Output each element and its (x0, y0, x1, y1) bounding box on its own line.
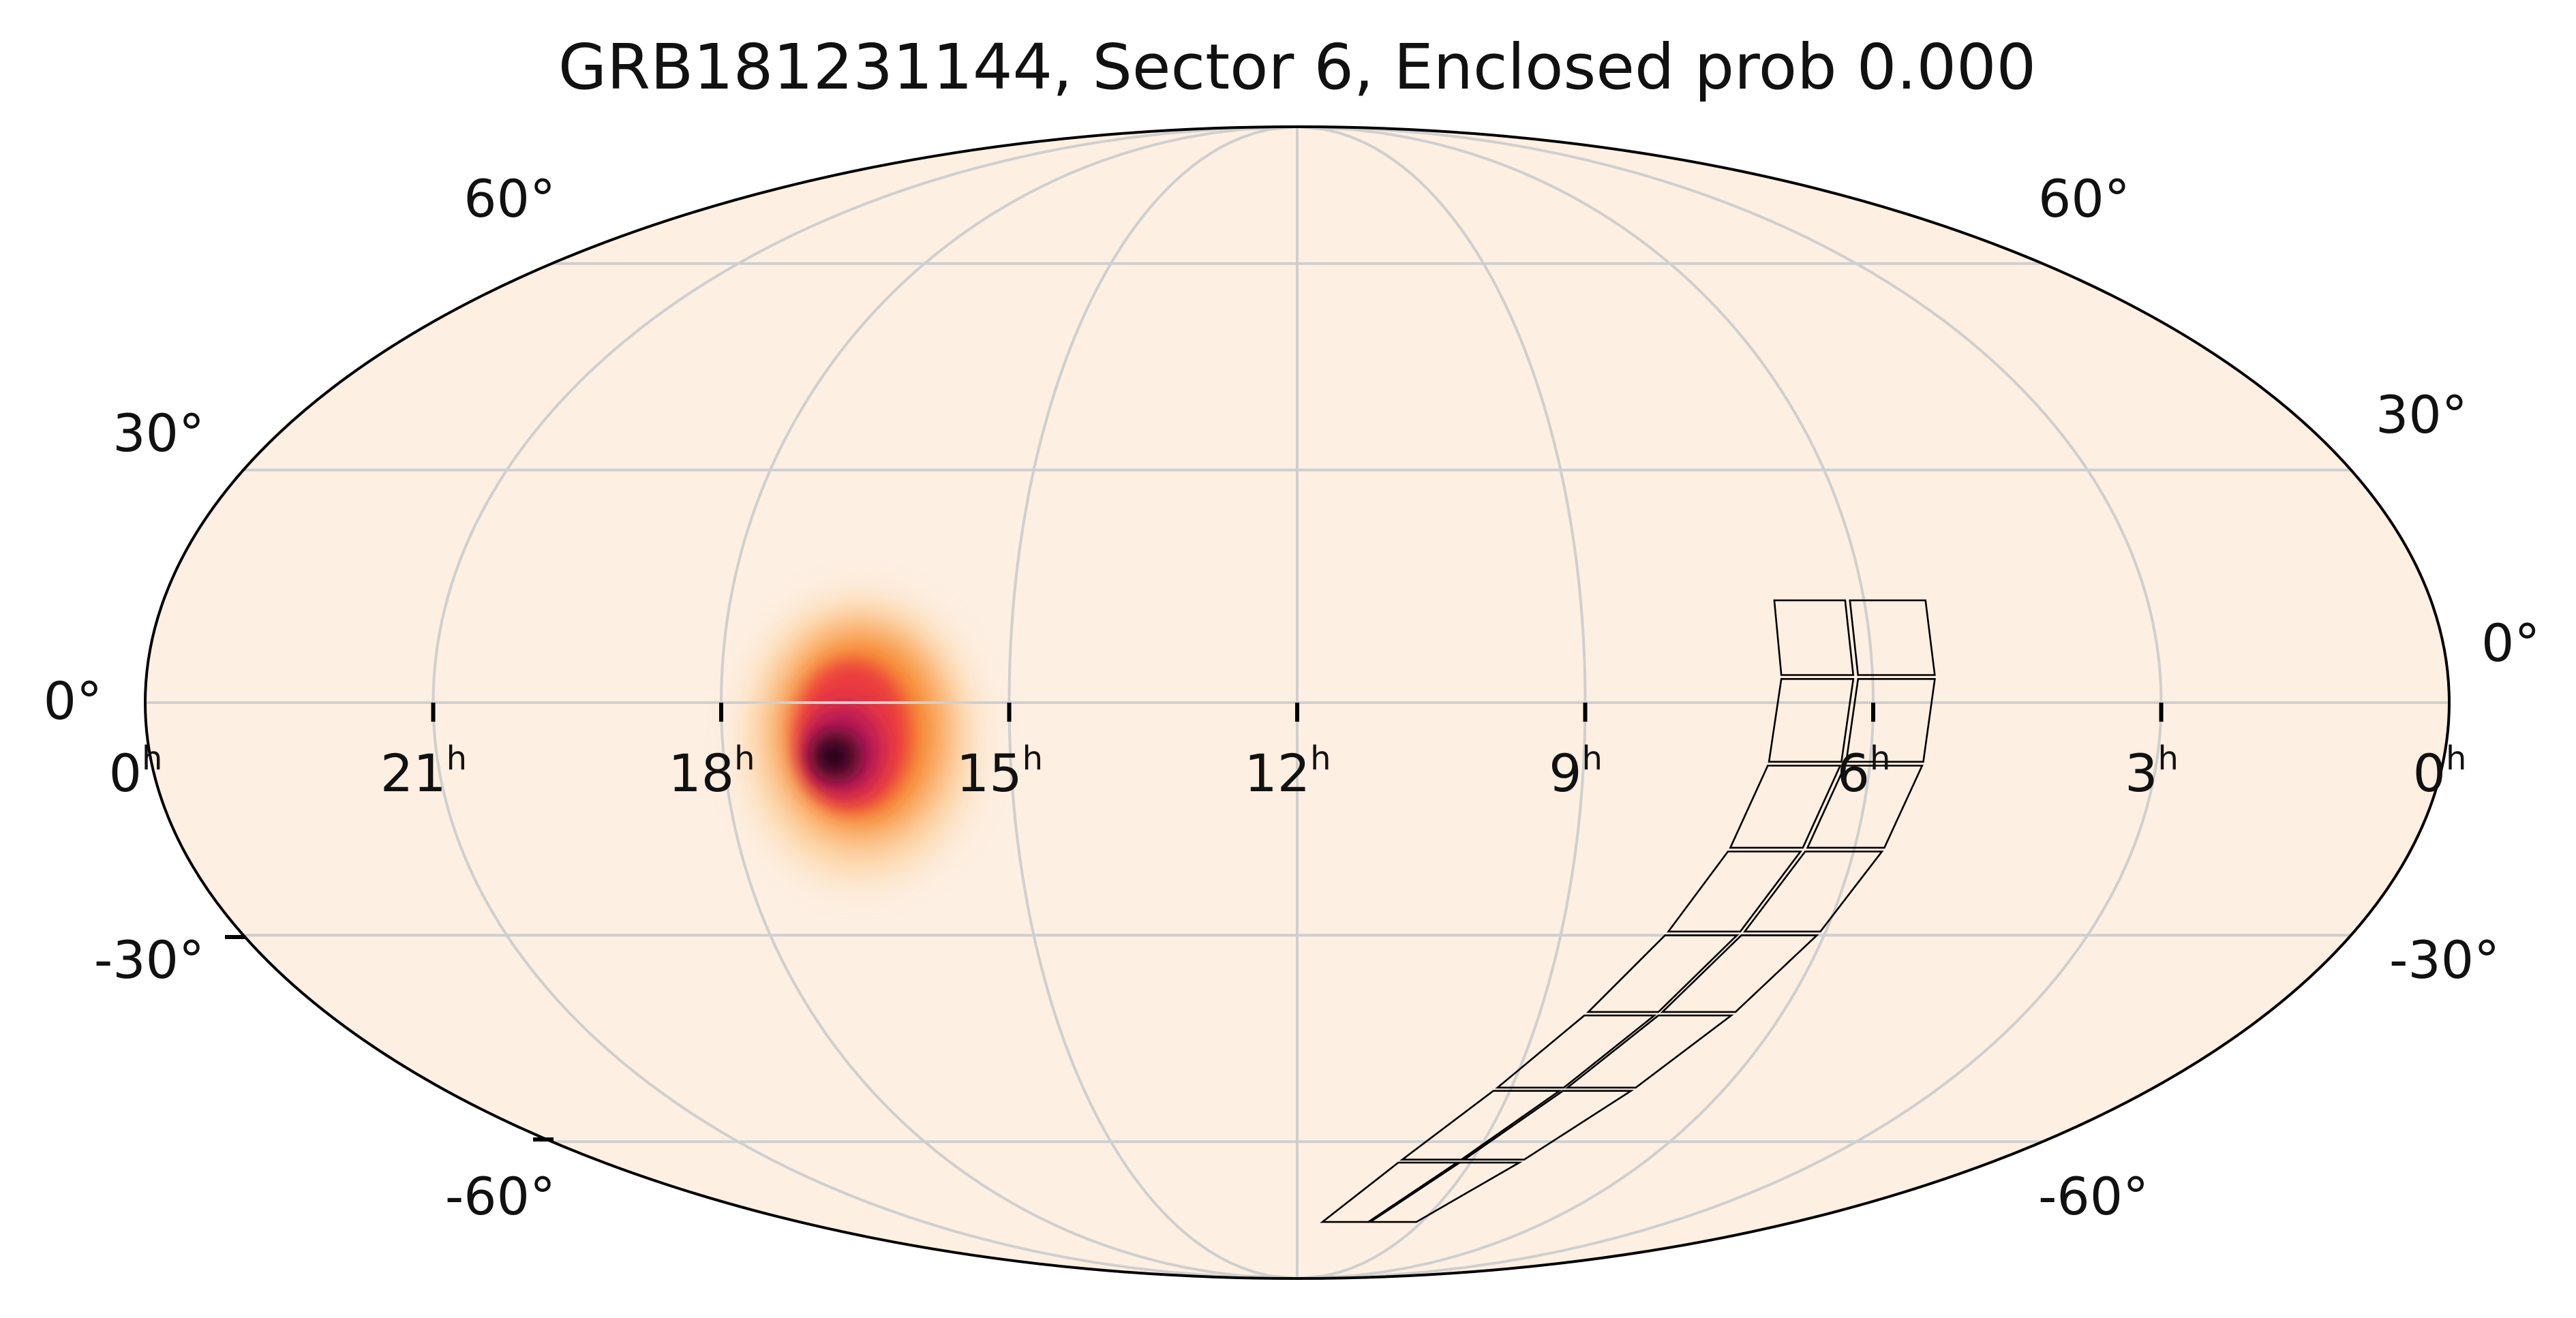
ccd-footprint-cell (1773, 599, 1855, 676)
ra-tick-label: 15h (956, 739, 1043, 803)
ccd-footprint-cell (1495, 1014, 1657, 1089)
ra-tick-label: 0h (109, 739, 163, 803)
ccd-footprint-cell (1564, 1014, 1734, 1089)
dec-label-right-60: 60° (2038, 168, 2130, 229)
dec-label-right-minus60: -60° (2038, 1166, 2149, 1227)
probability-heatmap (748, 600, 973, 879)
ra-tick-label: 3h (2125, 739, 2179, 803)
ccd-footprint-cell (1461, 1090, 1635, 1161)
ccd-footprint-cell (1768, 677, 1855, 763)
ra-tick-label: 0h (2413, 739, 2467, 803)
ccd-footprint-cell (1320, 1161, 1460, 1223)
ccd-footprint-cell (1845, 677, 1936, 763)
dec-label-left-60: 60° (464, 168, 556, 229)
ccd-footprint-cell (1399, 1090, 1562, 1161)
dec-label-right-30: 30° (2376, 384, 2468, 445)
map-title: GRB181231144, Sector 6, Enclosed prob 0.… (558, 31, 2036, 104)
ccd-footprint-cell (1666, 850, 1803, 933)
sector-footprint (1320, 599, 1936, 1223)
ra-tick-label: 9h (1549, 739, 1603, 803)
dec-label-right-0: 0° (2481, 613, 2540, 673)
ccd-footprint-cell (1586, 934, 1740, 1013)
ra-tick-label: 6h (1837, 739, 1891, 803)
dec-label-left-minus30: -30° (94, 930, 204, 990)
dec-label-left-30: 30° (112, 403, 204, 463)
ccd-footprint-cell (1367, 1161, 1523, 1223)
dec-label-left-0: 0° (44, 671, 102, 731)
ccd-footprint-cell (1742, 850, 1884, 933)
ra-axis-labels: 0h 21h 18h 15h 12h 9h 6h 3h 0h (109, 739, 2467, 803)
dec-label-right-minus30: -30° (2389, 930, 2500, 990)
ccd-footprint-cell (1660, 934, 1819, 1013)
ra-tick-label: 21h (380, 739, 467, 803)
ccd-footprint-cell (1849, 599, 1936, 676)
ccd-footprint-cell (1729, 765, 1842, 849)
ra-tick-label: 12h (1244, 739, 1331, 803)
ccd-footprint-cell (1806, 765, 1924, 849)
ra-tick-label: 18h (668, 739, 755, 803)
dec-label-left-minus60: -60° (445, 1166, 556, 1227)
ra-axis-ticks (431, 703, 2164, 722)
map-outline (144, 125, 2451, 1280)
